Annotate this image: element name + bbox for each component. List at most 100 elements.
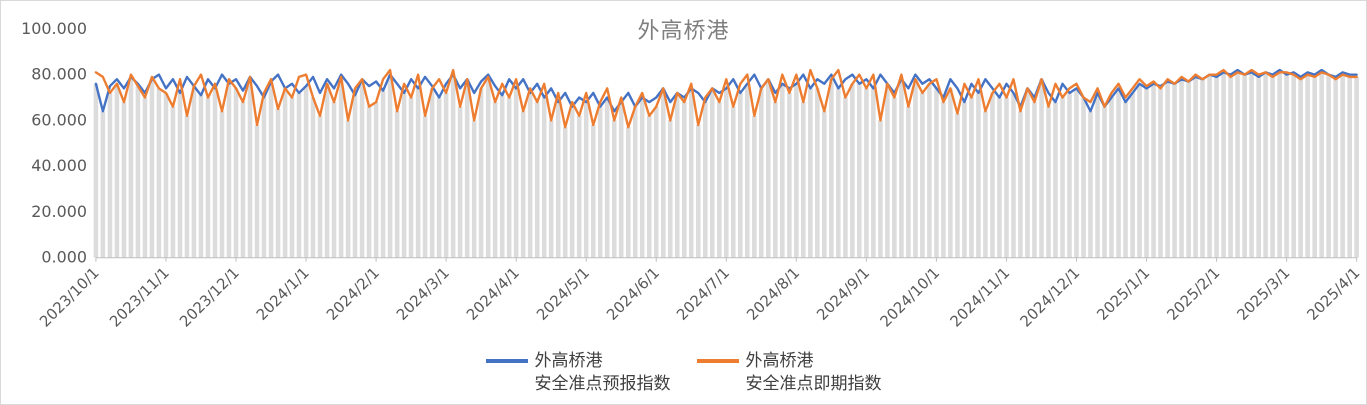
column-bar (871, 88, 876, 258)
column-bar (1221, 72, 1226, 258)
column-bar (857, 83, 862, 258)
column-bar (310, 97, 316, 258)
column-bar (829, 79, 834, 258)
column-bar (149, 79, 155, 258)
column-bar (107, 92, 113, 258)
column-bar (366, 106, 372, 258)
column-bar (1137, 83, 1142, 258)
column-bar (429, 88, 435, 258)
column-bar (653, 106, 659, 258)
column-bar (93, 83, 99, 258)
column-bar (1319, 72, 1324, 258)
column-bar (976, 92, 981, 258)
column-bar (170, 106, 176, 258)
column-bar (1249, 72, 1254, 258)
legend-spot-label-line2: 安全准点即期指数 (745, 374, 882, 394)
column-bar (1165, 81, 1170, 258)
column-bar (815, 88, 820, 258)
column-bar (1200, 79, 1205, 258)
chart-title: 外高桥港 (637, 19, 730, 44)
column-bar (639, 97, 645, 258)
x-tick-label: 2024/6/1 (603, 264, 663, 324)
column-bar (843, 97, 848, 258)
column-bar (674, 92, 680, 258)
x-tick-label: 2024/3/1 (393, 264, 453, 324)
column-bar (184, 115, 190, 258)
column-bar (373, 102, 379, 258)
column-bar (822, 111, 827, 258)
spot-line-swatch-icon (696, 359, 739, 363)
column-bar (1270, 76, 1275, 258)
column-bar (436, 97, 442, 258)
column-bar (359, 79, 365, 258)
column-bar (1151, 83, 1156, 258)
column-bar (682, 102, 687, 258)
column-bar (794, 83, 799, 258)
column-bar (261, 97, 267, 258)
column-bar (969, 97, 974, 258)
column-bar (408, 97, 414, 258)
y-tick-label: 80.000 (31, 65, 87, 84)
column-bar (233, 88, 239, 258)
legend: 外高桥港 安全准点预报指数 外高桥港 安全准点即期指数 (1, 350, 1366, 396)
column-bar (1172, 83, 1177, 258)
column-bar (850, 83, 855, 258)
column-bar (759, 88, 764, 258)
column-bar (1214, 76, 1219, 258)
column-bar (1067, 92, 1072, 258)
x-tick-label: 2024/9/1 (813, 264, 873, 324)
column-bar (1179, 79, 1184, 258)
y-tick-label: 0.000 (41, 248, 87, 267)
y-tick-label: 100.000 (21, 19, 87, 38)
x-tick-label: 2024/7/1 (673, 264, 733, 324)
column-bar (878, 120, 883, 258)
x-tick-label: 2024/4/1 (463, 264, 523, 324)
column-bar (100, 111, 106, 258)
x-tick-label: 2025/2/1 (1163, 264, 1223, 324)
x-tick-label: 2024/10/1 (876, 264, 943, 331)
column-bar (1158, 88, 1163, 258)
column-bar (1333, 79, 1338, 258)
column-bar (401, 92, 407, 258)
column-bar (955, 113, 960, 258)
column-bar (1263, 72, 1268, 258)
column-bar (569, 106, 575, 258)
column-bar (920, 92, 925, 258)
column-bar (695, 124, 701, 258)
column-bar (1298, 79, 1303, 258)
column-bar (163, 92, 169, 258)
column-bar (1186, 81, 1191, 258)
column-bar (780, 83, 785, 258)
column-bar (352, 95, 358, 258)
column-bar (380, 90, 386, 258)
column-bar (948, 88, 953, 258)
column-bar (997, 97, 1002, 258)
x-tick-label: 2024/8/1 (743, 264, 803, 324)
x-tick-label: 2025/4/1 (1303, 264, 1363, 324)
column-bar (1256, 76, 1261, 258)
column-bar (1284, 74, 1289, 258)
column-bar (282, 88, 288, 258)
column-bar (703, 102, 708, 258)
x-tick-label: 2024/2/1 (323, 264, 383, 324)
column-bar (717, 102, 722, 258)
x-tick-label: 2025/1/1 (1093, 264, 1153, 324)
column-bar (1277, 72, 1282, 258)
column-bar (1109, 97, 1114, 258)
spot-index-line (94, 68, 1358, 129)
column-bar (885, 83, 890, 258)
column-bar (934, 88, 939, 258)
column-bar (555, 102, 561, 258)
column-bar (219, 111, 225, 258)
column-bar (913, 79, 918, 258)
column-bar (520, 111, 526, 258)
column-bar (1235, 72, 1240, 258)
column-bar (191, 86, 197, 258)
legend-spot-label-line1: 外高桥港 (745, 351, 814, 371)
column-bar (864, 88, 869, 258)
column-bar (730, 106, 736, 258)
column-bar (156, 88, 162, 258)
x-tick-label: 2025/3/1 (1233, 264, 1293, 324)
column-bar (990, 92, 995, 258)
column-bar (1032, 102, 1037, 258)
